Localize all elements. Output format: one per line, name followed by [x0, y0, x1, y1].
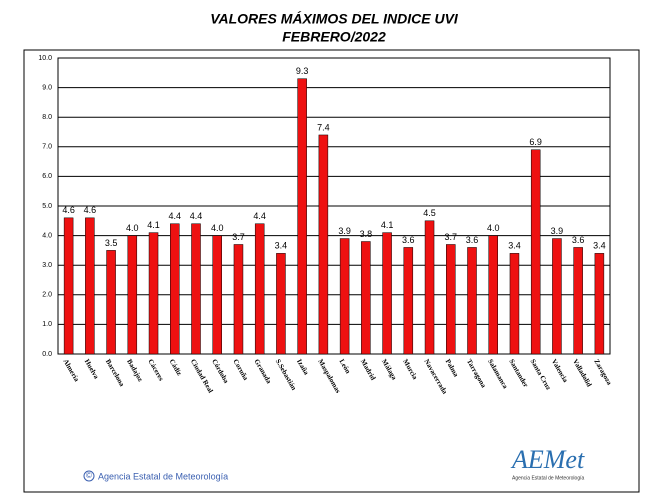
x-tick-label: Valencia	[550, 358, 570, 384]
bar	[403, 247, 414, 355]
y-tick-label: 6.0	[42, 173, 52, 180]
value-label: 3.5	[105, 238, 118, 248]
bar	[276, 253, 286, 355]
value-label: 4.1	[381, 220, 394, 230]
x-tick-label: Cáceres	[146, 358, 165, 383]
bar	[148, 232, 159, 355]
bar	[212, 235, 222, 355]
x-tick-label: Badajoz	[125, 358, 144, 383]
x-tick-label: Granada	[253, 358, 274, 386]
x-tick-label: Valladolid	[571, 358, 593, 388]
y-tick-label: 1.0	[42, 321, 52, 328]
value-label: 4.0	[487, 223, 500, 233]
chart-title: VALORES MÁXIMOS DEL INDICE UVI	[210, 11, 459, 27]
y-tick-label: 5.0	[42, 203, 52, 210]
value-label: 3.7	[232, 232, 245, 242]
y-tick-label: 3.0	[42, 262, 52, 269]
y-tick-label: 7.0	[42, 144, 52, 151]
bar	[424, 220, 435, 355]
value-label: 4.1	[147, 220, 160, 230]
x-tick-label: Santa Cruz	[529, 358, 553, 391]
value-label: 4.6	[62, 205, 75, 215]
x-tick-label: Maspalomas	[316, 358, 342, 395]
value-label: 4.5	[423, 208, 436, 218]
chart-subtitle: FEBRERO/2022	[282, 29, 386, 45]
x-tick-label: Málaga	[380, 358, 398, 382]
value-label: 3.4	[275, 241, 288, 251]
x-tick-label: Palma	[444, 358, 461, 379]
value-label: 3.6	[466, 235, 479, 245]
bar	[63, 217, 74, 355]
y-tick-label: 9.0	[42, 84, 52, 91]
bar	[254, 223, 265, 355]
y-tick-label: 4.0	[42, 232, 52, 239]
y-tick-label: 0.0	[42, 351, 52, 358]
x-tick-label: Ciudad Real	[189, 358, 215, 395]
bar	[530, 149, 541, 355]
value-label: 4.0	[211, 223, 224, 233]
bar	[170, 223, 180, 355]
bar	[488, 235, 498, 355]
value-label: 7.4	[317, 122, 330, 132]
x-tick-label: Zaragoza	[592, 358, 613, 387]
copyright-icon	[83, 470, 95, 482]
x-tick-label: León	[337, 358, 352, 375]
value-label: 4.6	[84, 205, 97, 215]
x-tick-label: S.Sebastián	[274, 358, 298, 392]
bar	[127, 235, 138, 355]
x-tick-label: Barcelona	[104, 358, 126, 389]
value-label: 4.4	[253, 211, 266, 221]
value-label: 3.9	[551, 226, 564, 236]
x-tick-label: Cádiz	[168, 358, 184, 377]
value-label: 4.0	[126, 223, 139, 233]
value-label: 3.4	[593, 241, 606, 251]
value-label: 4.4	[190, 211, 203, 221]
x-tick-label: Córdoba	[210, 358, 230, 385]
x-tick-label: Coruña	[231, 358, 250, 382]
bar	[339, 238, 350, 355]
logo-caption: Agencia Estatal de Meteorología	[512, 475, 584, 481]
x-tick-label: Huelva	[83, 358, 101, 381]
value-label: 3.6	[572, 235, 585, 245]
bar	[106, 250, 116, 355]
footer-text: Agencia Estatal de Meteorología	[98, 471, 228, 481]
bar	[361, 241, 371, 355]
y-tick-label: 2.0	[42, 292, 52, 299]
x-tick-label: Tarragona	[465, 358, 488, 390]
x-tick-label: Murcia	[401, 358, 419, 382]
value-label: 3.9	[338, 226, 351, 236]
logo: AEMet	[510, 445, 585, 474]
bar	[191, 223, 201, 355]
bar	[318, 134, 329, 355]
bar	[233, 244, 244, 355]
bar	[446, 244, 456, 355]
bar	[594, 253, 605, 355]
bar	[297, 78, 307, 355]
x-tick-label: Izaña	[295, 358, 311, 377]
frame	[23, 49, 640, 493]
x-tick-label: Madrid	[359, 358, 377, 382]
bar	[85, 217, 95, 355]
y-tick-label: 8.0	[42, 114, 52, 121]
bar	[467, 247, 477, 355]
value-label: 9.3	[296, 66, 309, 76]
x-tick-label: Santander	[507, 358, 529, 389]
value-label: 3.4	[508, 241, 521, 251]
value-label: 4.4	[169, 211, 182, 221]
copyright: ©	[86, 471, 92, 480]
bar	[552, 238, 562, 355]
value-label: 3.6	[402, 235, 415, 245]
value-label: 3.7	[445, 232, 458, 242]
value-label: 6.9	[529, 137, 542, 147]
value-label: 3.8	[360, 229, 373, 239]
x-tick-label: Almería	[61, 358, 80, 384]
bar	[382, 232, 392, 355]
y-tick-label: 10.0	[38, 55, 52, 62]
x-tick-label: Salamanca	[486, 358, 510, 391]
bar	[573, 247, 583, 355]
bar	[509, 253, 520, 355]
